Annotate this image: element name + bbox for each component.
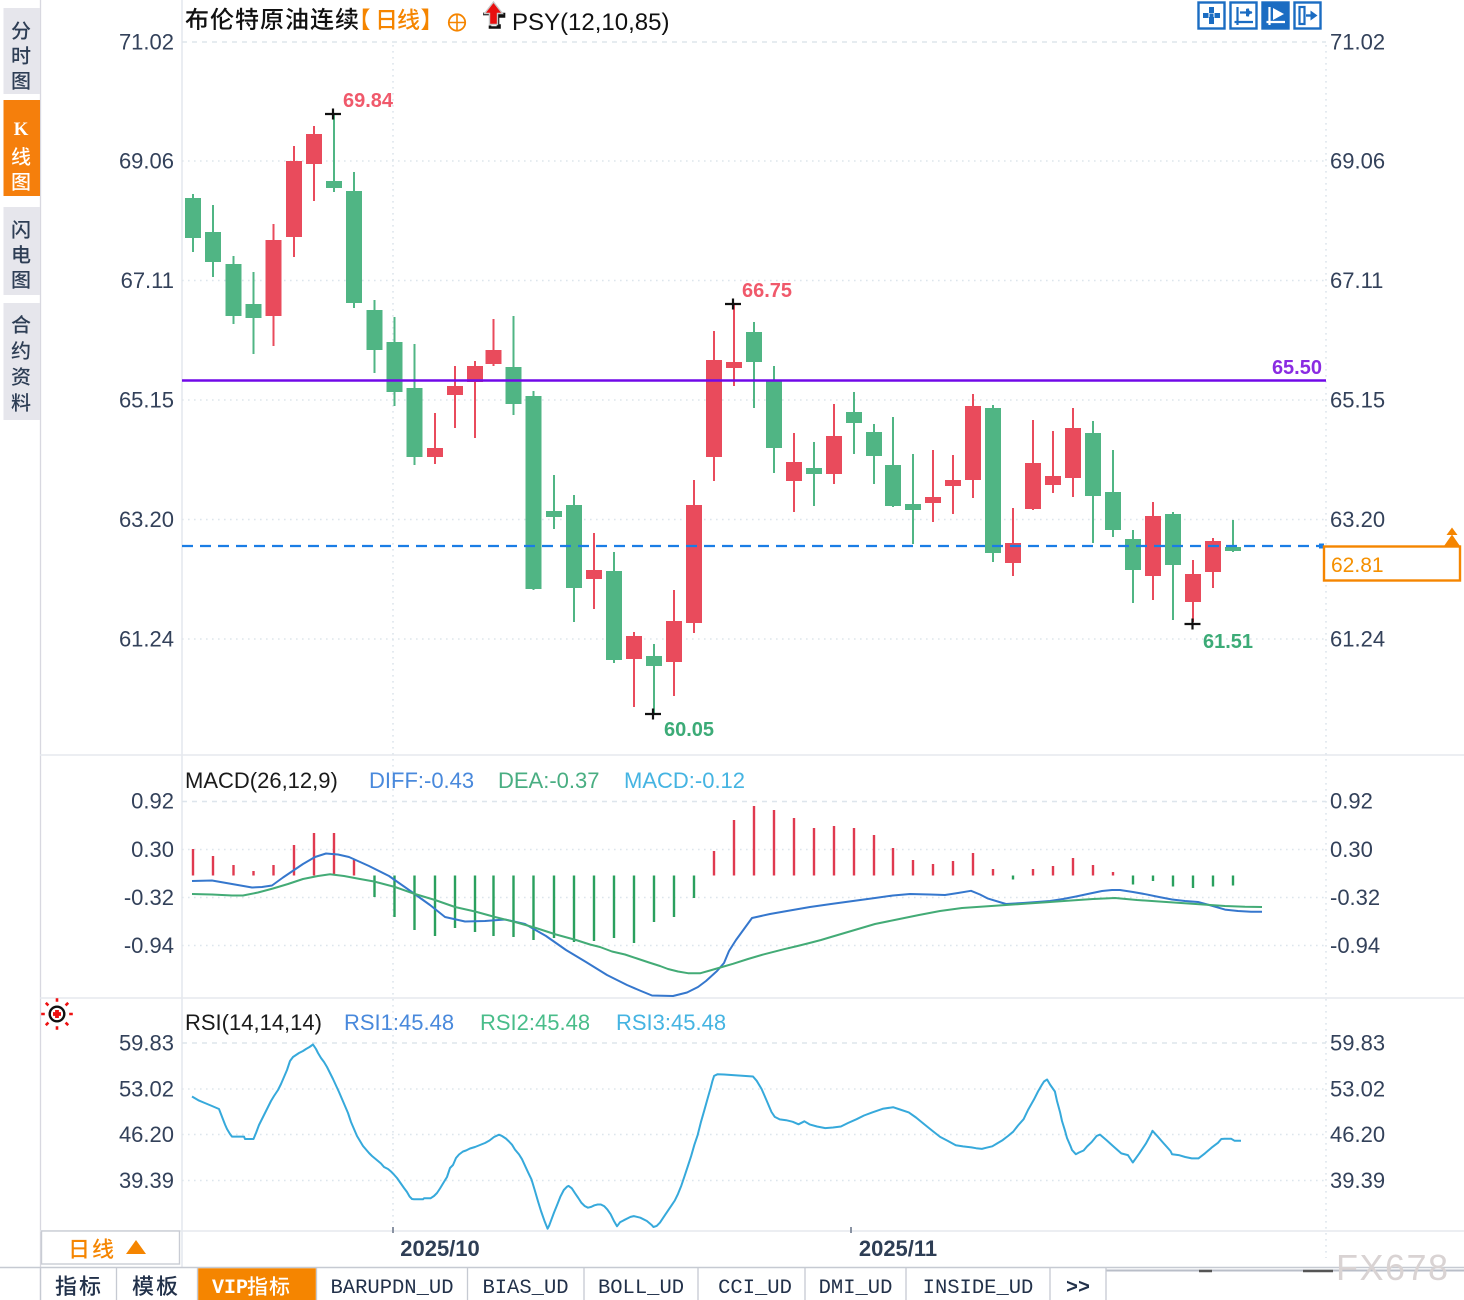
svg-text:0.92: 0.92 (1330, 789, 1373, 814)
svg-text:46.20: 46.20 (1330, 1122, 1385, 1147)
svg-text:VIP: VIP (212, 1277, 248, 1300)
svg-text:65.50: 65.50 (1272, 357, 1322, 379)
svg-text:>>: >> (1066, 1277, 1090, 1300)
svg-text:MACD:-0.12: MACD:-0.12 (624, 768, 745, 793)
svg-text:RSI2:45.48: RSI2:45.48 (480, 1010, 590, 1035)
svg-text:69.06: 69.06 (119, 149, 174, 174)
svg-text:67.11: 67.11 (121, 268, 174, 293)
svg-text:71.02: 71.02 (1330, 30, 1385, 55)
svg-text:DMI_UD: DMI_UD (819, 1277, 893, 1300)
svg-text:39.39: 39.39 (119, 1168, 174, 1193)
svg-text:-0.94: -0.94 (124, 933, 174, 958)
svg-text:0.30: 0.30 (131, 837, 174, 862)
svg-text:61.51: 61.51 (1203, 631, 1253, 653)
svg-text:BIAS_UD: BIAS_UD (482, 1277, 568, 1300)
svg-text:0.30: 0.30 (1330, 837, 1373, 862)
svg-text:-0.32: -0.32 (124, 885, 174, 910)
svg-text:DIFF:-0.43: DIFF:-0.43 (369, 768, 474, 793)
svg-text:CCI_UD: CCI_UD (718, 1277, 792, 1300)
svg-text:67.11: 67.11 (1330, 268, 1383, 293)
svg-text:60.05: 60.05 (664, 719, 714, 741)
svg-text:-0.32: -0.32 (1330, 885, 1380, 910)
svg-text:0.92: 0.92 (131, 789, 174, 814)
svg-text:FX678: FX678 (1336, 1247, 1450, 1288)
svg-text:-0.94: -0.94 (1330, 933, 1380, 958)
svg-text:62.81: 62.81 (1331, 554, 1384, 577)
svg-text:59.83: 59.83 (119, 1031, 174, 1056)
svg-text:INSIDE_UD: INSIDE_UD (923, 1277, 1034, 1300)
svg-text:71.02: 71.02 (119, 30, 174, 55)
svg-text:61.24: 61.24 (1330, 627, 1385, 652)
svg-text:K: K (14, 119, 29, 140)
svg-text:53.02: 53.02 (1330, 1077, 1385, 1102)
svg-text:69.06: 69.06 (1330, 149, 1385, 174)
svg-text:65.15: 65.15 (119, 388, 174, 413)
svg-text:RSI3:45.48: RSI3:45.48 (616, 1010, 726, 1035)
svg-text:DEA:-0.37: DEA:-0.37 (498, 768, 600, 793)
svg-text:61.24: 61.24 (119, 627, 174, 652)
svg-text:BOLL_UD: BOLL_UD (598, 1277, 684, 1300)
svg-text:2025/11: 2025/11 (859, 1236, 937, 1261)
svg-text:39.39: 39.39 (1330, 1168, 1385, 1193)
svg-text:69.84: 69.84 (343, 90, 394, 112)
svg-text:46.20: 46.20 (119, 1122, 174, 1147)
svg-text:BARUPDN_UD: BARUPDN_UD (330, 1277, 453, 1300)
svg-text:65.15: 65.15 (1330, 388, 1385, 413)
svg-text:PSY(12,10,85): PSY(12,10,85) (512, 9, 669, 36)
svg-text:MACD(26,12,9): MACD(26,12,9) (185, 768, 338, 793)
svg-text:RSI(14,14,14): RSI(14,14,14) (185, 1010, 322, 1035)
svg-text:53.02: 53.02 (119, 1077, 174, 1102)
svg-text:63.20: 63.20 (119, 507, 174, 532)
svg-text:63.20: 63.20 (1330, 507, 1385, 532)
svg-text:66.75: 66.75 (742, 280, 792, 302)
svg-text:RSI1:45.48: RSI1:45.48 (344, 1010, 454, 1035)
svg-text:59.83: 59.83 (1330, 1031, 1385, 1056)
svg-text:2025/10: 2025/10 (400, 1236, 480, 1261)
